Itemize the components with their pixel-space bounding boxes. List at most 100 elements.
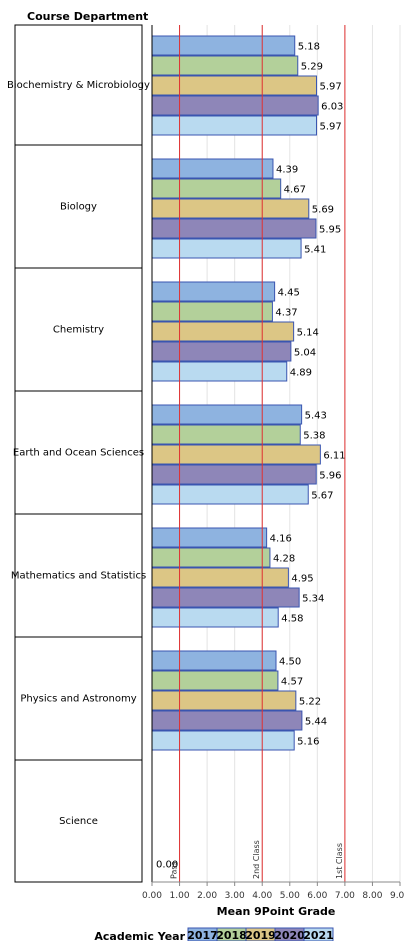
bar-2018: [151, 301, 273, 322]
value-label: 5.16: [297, 737, 319, 748]
reference-label: Pass: [170, 861, 179, 879]
x-tick-label: 4.00: [252, 891, 272, 901]
bar-2020: [151, 341, 292, 362]
value-label: 5.44: [305, 717, 327, 728]
x-axis: 0.00 1.00 2.00 3.00 4.00 5.00 6.00 7.00 8.00 9.00: [142, 25, 404, 901]
value-label: 5.34: [302, 594, 324, 605]
department-cell: [14, 513, 143, 638]
bar-2019: [151, 75, 318, 96]
value-label: 5.96: [319, 471, 341, 482]
bar-2017: [151, 281, 276, 302]
bar-2020: [151, 218, 317, 239]
reference-label: 2nd Class: [252, 840, 261, 879]
x-tick-label: 0.00: [142, 891, 162, 901]
x-tick-label: 8.00: [362, 891, 382, 901]
value-label: 0.00: [156, 860, 178, 871]
x-tick-label: 6.00: [307, 891, 327, 901]
bar-2018: [151, 670, 279, 691]
value-label: 6.11: [323, 451, 345, 462]
department-cell: [14, 267, 143, 392]
bar-2021: [151, 730, 295, 751]
legend-title: Academic Year: [94, 930, 185, 941]
department-label: Science: [59, 816, 98, 827]
value-label: 5.69: [312, 205, 334, 216]
bar-2017: [151, 404, 303, 425]
x-axis-title: Mean 9Point Grade: [217, 905, 336, 918]
reference-lines: Pass 2nd Class 1st Class: [170, 25, 346, 882]
bar-2017: [151, 158, 274, 179]
bar-2018: [151, 55, 299, 76]
value-label: 4.58: [281, 614, 303, 625]
department-label: Physics and Astronomy: [20, 694, 136, 705]
value-label: 5.97: [320, 122, 342, 133]
value-label: 5.18: [298, 42, 320, 53]
value-label: 4.28: [273, 554, 295, 565]
bar-2018: [151, 424, 301, 445]
value-label: 4.39: [276, 165, 298, 176]
legend-entry: 2017: [187, 929, 218, 941]
x-tick-label: 7.00: [335, 891, 355, 901]
x-tick-label: 1.00: [170, 891, 190, 901]
value-label: 5.67: [311, 491, 333, 502]
bar-2019: [151, 198, 310, 219]
bar-2020: [151, 95, 319, 116]
legend-swatch: [303, 927, 334, 941]
value-label: 5.41: [304, 245, 326, 256]
bar-2020: [151, 710, 303, 731]
department-cell: [14, 24, 143, 146]
value-label: 4.16: [270, 534, 292, 545]
bar-2017: [151, 650, 277, 671]
bar-2021: [151, 238, 302, 259]
department-cell: [14, 636, 143, 761]
bars: 5.18 5.29 5.97 6.03 5.97 4.39 4.67 5.69 5.95 5.41…: [151, 35, 346, 871]
x-tick-label: 9.00: [390, 891, 404, 901]
value-label: 4.37: [275, 308, 297, 319]
department-label: Earth and Ocean Sciences: [13, 448, 144, 459]
x-tick-label: 3.00: [225, 891, 245, 901]
value-label: 5.22: [299, 697, 321, 708]
bar-2019: [151, 321, 295, 342]
bar-2019: [151, 444, 321, 465]
bar-2020: [151, 587, 300, 608]
legend-entry: 2019: [245, 929, 276, 941]
value-label: 5.43: [305, 411, 327, 422]
department-label: Mathematics and Statistics: [11, 571, 146, 582]
value-label: 6.03: [321, 102, 343, 113]
department-cell: [14, 144, 143, 269]
bar-2017: [151, 527, 268, 548]
bar-2021: [151, 115, 318, 136]
x-tick-label: 5.00: [280, 891, 300, 901]
value-label: 5.29: [301, 62, 323, 73]
legend-entry: 2018: [216, 929, 247, 941]
row-header: Course Department: [27, 10, 148, 23]
department-label: Biochemistry & Microbiology: [7, 80, 150, 91]
bar-2017: [151, 35, 296, 56]
bar-2019: [151, 690, 297, 711]
value-label: 5.95: [319, 225, 341, 236]
value-label: 4.57: [281, 677, 303, 688]
value-label: 5.14: [297, 328, 319, 339]
value-label: 5.97: [320, 82, 342, 93]
legend-entry: 2020: [274, 929, 305, 941]
department-cell: [14, 759, 143, 883]
department-label: Biology: [60, 202, 97, 213]
bar-2019: [151, 567, 289, 588]
value-label: 5.04: [294, 348, 316, 359]
value-label: 5.38: [303, 431, 325, 442]
value-label: 4.95: [291, 574, 313, 585]
department-cell: [14, 390, 143, 515]
value-label: 4.67: [284, 185, 306, 196]
department-label: Chemistry: [53, 325, 104, 336]
value-label: 4.50: [279, 657, 301, 668]
reference-label: 1st Class: [335, 843, 344, 879]
bar-2021: [151, 484, 309, 505]
value-label: 4.89: [290, 368, 312, 379]
bar-2018: [151, 178, 282, 199]
bar-2018: [151, 547, 271, 568]
legend-entry: 2021: [303, 929, 334, 941]
x-tick-label: 2.00: [197, 891, 217, 901]
bar-2021: [151, 361, 288, 382]
bar-2021: [151, 607, 279, 628]
